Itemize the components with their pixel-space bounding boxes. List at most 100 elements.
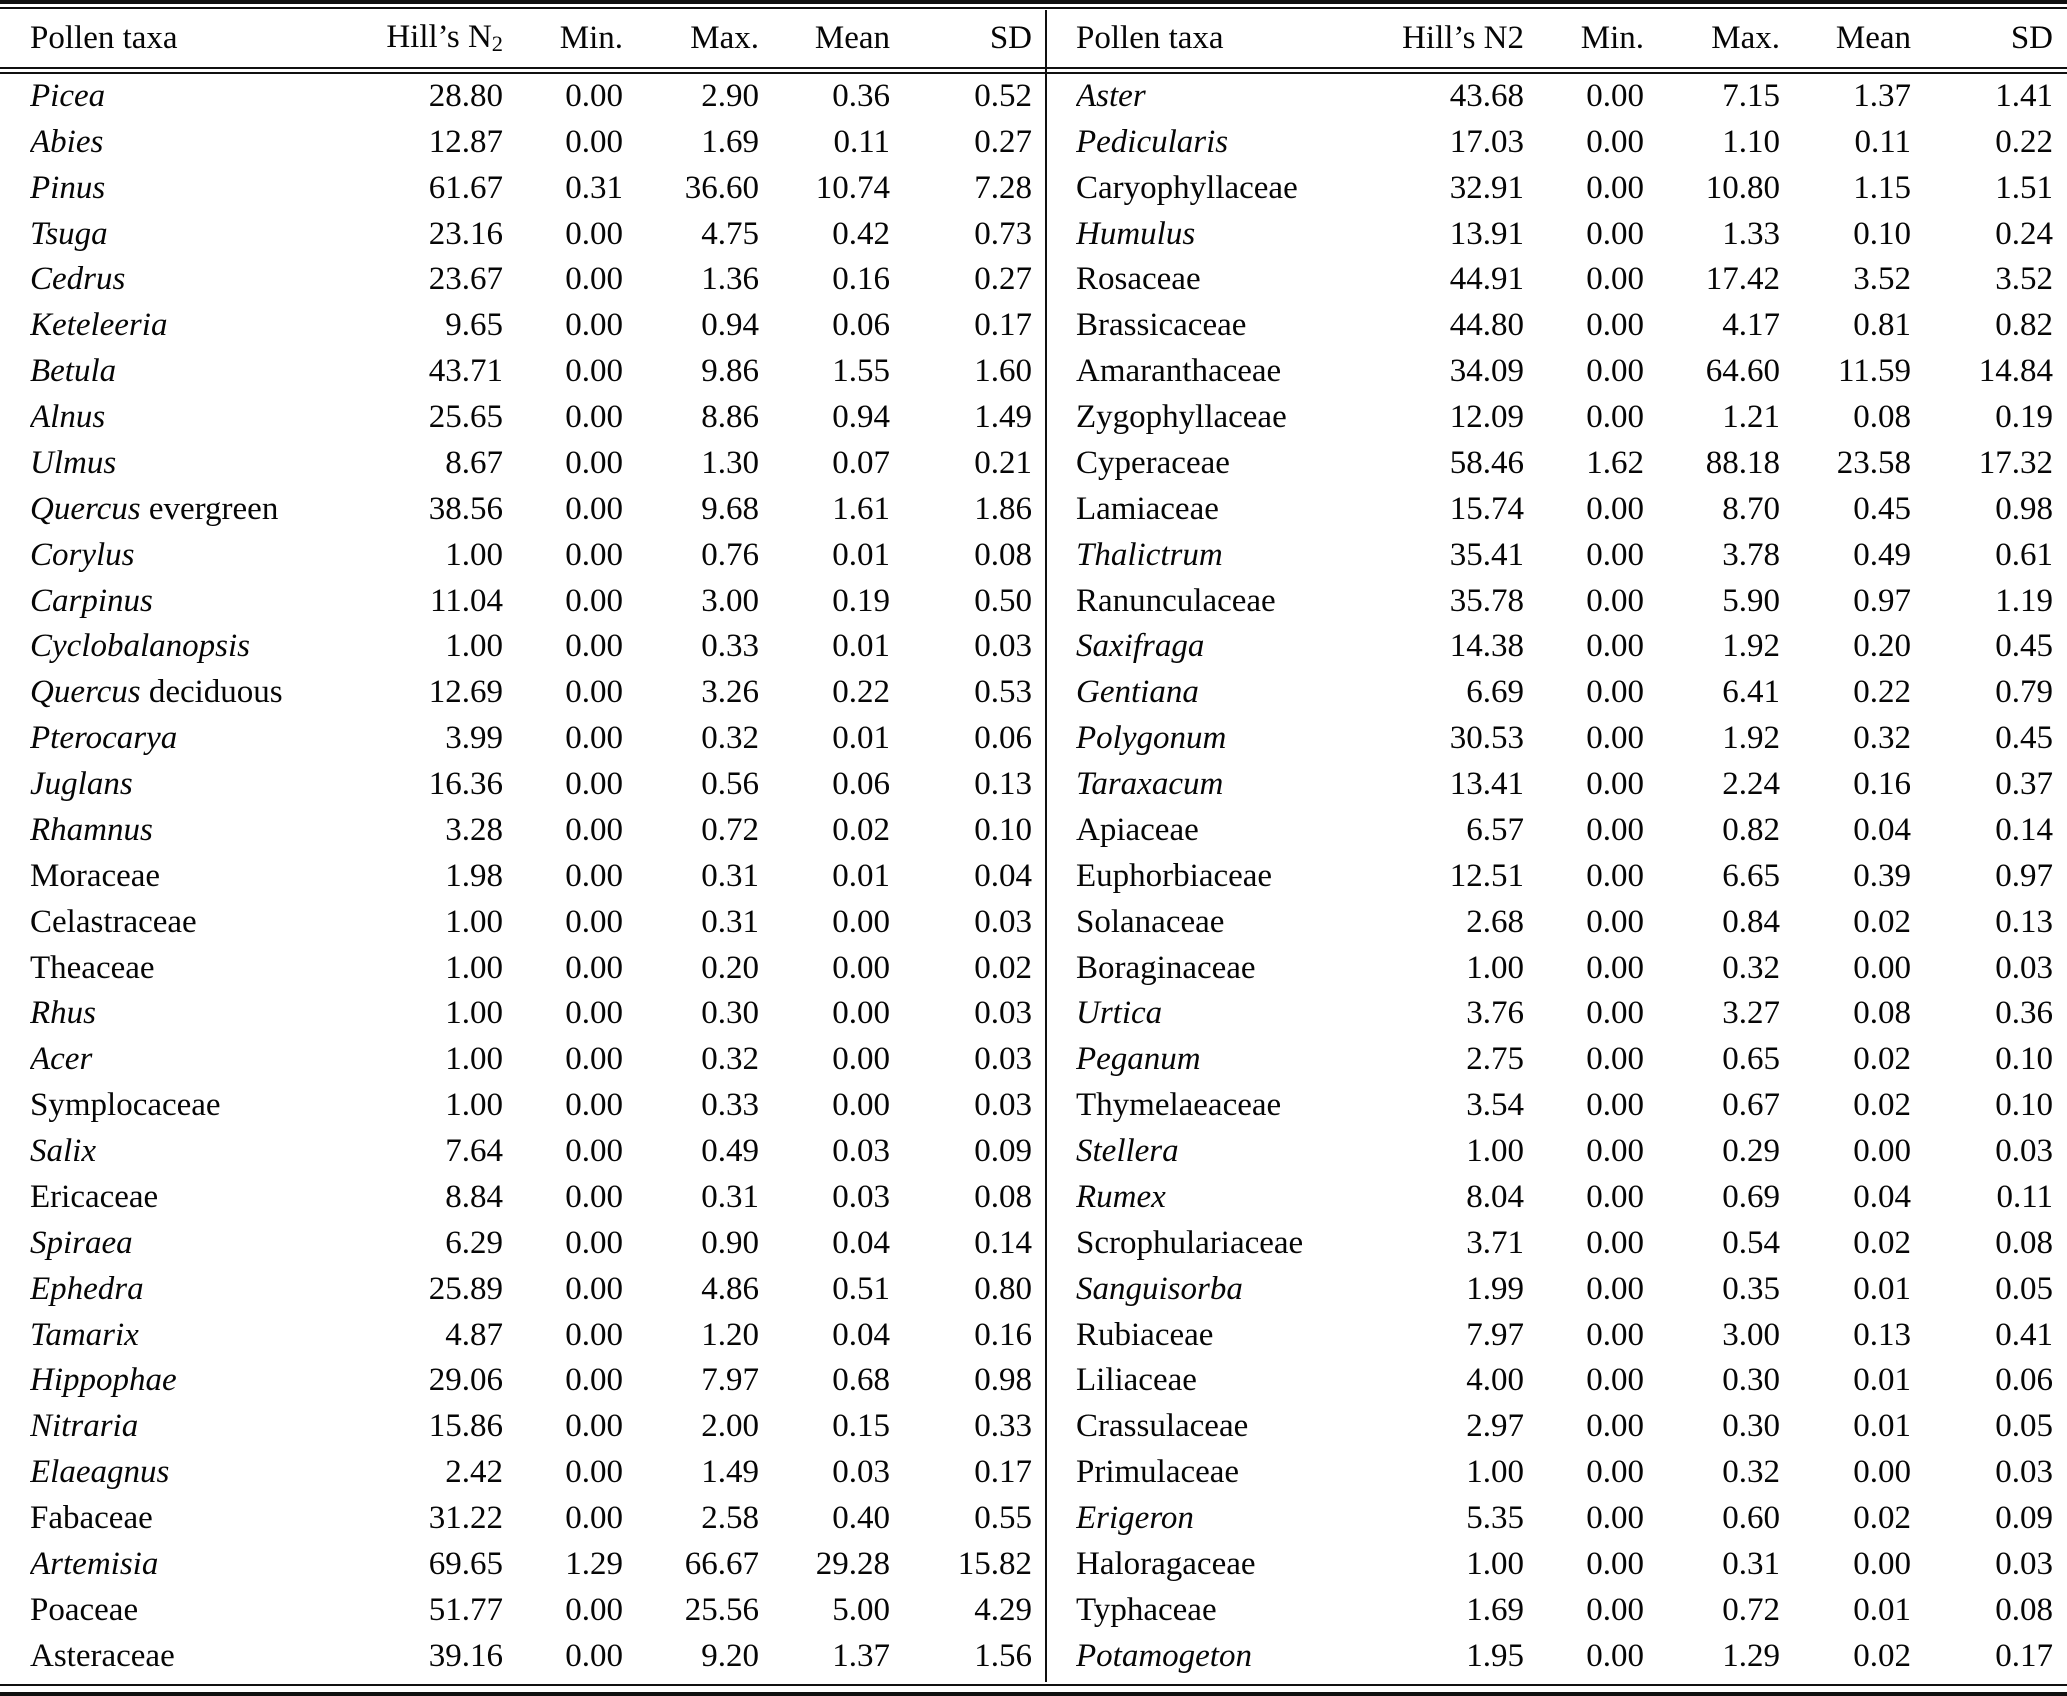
sd-value: 0.03 xyxy=(974,903,1032,940)
min-value: 0.00 xyxy=(565,307,623,344)
hills-n2-value: 13.41 xyxy=(1449,766,1524,803)
max-value: 9.20 xyxy=(701,1637,759,1674)
table-row: Pterocarya 3.99 0.00 0.32 0.01 0.06 xyxy=(0,716,1046,762)
sd-value: 0.37 xyxy=(1995,766,2053,803)
min-value: 0.00 xyxy=(1586,536,1644,573)
mean-value: 0.16 xyxy=(1853,766,1911,803)
max-value: 0.30 xyxy=(1722,1408,1780,1445)
taxon-name: Ulmus xyxy=(30,445,353,482)
table-row: Quercus evergreen 38.56 0.00 9.68 1.61 1… xyxy=(0,486,1046,532)
table-row: Symplocaceae 1.00 0.00 0.33 0.00 0.03 xyxy=(0,1083,1046,1129)
max-value: 6.65 xyxy=(1722,857,1780,894)
hills-n2-value: 3.54 xyxy=(1466,1087,1524,1124)
taxon-name: Saxifraga xyxy=(1076,628,1374,665)
max-value: 6.41 xyxy=(1722,674,1780,711)
mean-value: 0.97 xyxy=(1853,582,1911,619)
hills-n2-value: 1.98 xyxy=(445,857,503,894)
sd-value: 0.03 xyxy=(974,1041,1032,1078)
table-row: Urtica 3.76 0.00 3.27 0.08 0.36 xyxy=(1046,991,2067,1037)
sd-value: 0.24 xyxy=(1995,215,2053,252)
taxon-name-italic: Abies xyxy=(30,123,104,160)
taxon-name-roman: Solanaceae xyxy=(1076,903,1225,940)
hills-n2-value: 6.57 xyxy=(1466,811,1524,848)
sd-value: 0.10 xyxy=(1995,1041,2053,1078)
mean-value: 0.08 xyxy=(1853,399,1911,436)
taxon-name: Cedrus xyxy=(30,261,353,298)
taxon-name-italic: Quercus xyxy=(30,674,141,711)
mean-value: 0.49 xyxy=(1853,536,1911,573)
taxon-name: Brassicaceae xyxy=(1076,307,1374,344)
mean-value: 1.55 xyxy=(832,353,890,390)
max-value: 0.60 xyxy=(1722,1500,1780,1537)
max-value: 0.32 xyxy=(701,1041,759,1078)
taxon-name: Juglans xyxy=(30,766,353,803)
sd-value: 0.04 xyxy=(974,857,1032,894)
max-value: 3.78 xyxy=(1722,536,1780,573)
taxon-name-italic: Acer xyxy=(30,1041,93,1078)
taxon-name-roman: Asteraceae xyxy=(30,1637,175,1674)
table-row: Primulaceae 1.00 0.00 0.32 0.00 0.03 xyxy=(1046,1450,2067,1496)
taxon-name-roman: Typhaceae xyxy=(1076,1591,1217,1628)
hills-n2-value: 9.65 xyxy=(445,307,503,344)
table-row: Rhamnus 3.28 0.00 0.72 0.02 0.10 xyxy=(0,808,1046,854)
max-value: 1.21 xyxy=(1722,399,1780,436)
taxon-name-roman: Liliaceae xyxy=(1076,1362,1197,1399)
min-value: 0.00 xyxy=(565,1087,623,1124)
table-row: Sanguisorba 1.99 0.00 0.35 0.01 0.05 xyxy=(1046,1266,2067,1312)
taxon-name: Rhamnus xyxy=(30,812,353,849)
max-value: 0.30 xyxy=(701,995,759,1032)
hills-n2-value: 25.65 xyxy=(428,399,503,436)
sd-value: 0.03 xyxy=(1995,1454,2053,1491)
mean-value: 23.58 xyxy=(1836,444,1911,481)
max-value: 0.82 xyxy=(1722,811,1780,848)
sd-value: 3.52 xyxy=(1995,261,2053,298)
mean-value: 0.02 xyxy=(1853,1041,1911,1078)
table-row: Zygophyllaceae 12.09 0.00 1.21 0.08 0.19 xyxy=(1046,395,2067,441)
table-row: Quercus deciduous 12.69 0.00 3.26 0.22 0… xyxy=(0,670,1046,716)
header-max-left: Max. xyxy=(690,19,759,56)
hills-n2-value: 6.69 xyxy=(1466,674,1524,711)
table-row: Betula 43.71 0.00 9.86 1.55 1.60 xyxy=(0,349,1046,395)
table-row: Thymelaeaceae 3.54 0.00 0.67 0.02 0.10 xyxy=(1046,1083,2067,1129)
header-right: Pollen taxa Hill’s N2 Min. Max. Mean SD xyxy=(1046,9,2067,67)
mean-value: 0.02 xyxy=(1853,903,1911,940)
hills-n2-value: 39.16 xyxy=(428,1637,503,1674)
min-value: 0.00 xyxy=(565,1500,623,1537)
table-row: Ericaceae 8.84 0.00 0.31 0.03 0.08 xyxy=(0,1175,1046,1221)
sd-value: 0.21 xyxy=(974,444,1032,481)
mean-value: 0.01 xyxy=(1853,1362,1911,1399)
min-value: 0.00 xyxy=(565,399,623,436)
taxon-name-italic: Betula xyxy=(30,353,117,390)
sd-value: 0.22 xyxy=(1995,123,2053,160)
sd-value: 0.61 xyxy=(1995,536,2053,573)
min-value: 0.00 xyxy=(565,949,623,986)
mean-value: 0.04 xyxy=(1853,811,1911,848)
mean-value: 0.00 xyxy=(1853,1133,1911,1170)
min-value: 0.00 xyxy=(1586,582,1644,619)
max-value: 36.60 xyxy=(684,169,759,206)
min-value: 0.00 xyxy=(565,582,623,619)
sd-value: 17.32 xyxy=(1978,444,2053,481)
max-value: 3.00 xyxy=(701,582,759,619)
max-value: 25.56 xyxy=(684,1591,759,1628)
sd-value: 0.16 xyxy=(974,1316,1032,1353)
table-row: Theaceae 1.00 0.00 0.20 0.00 0.02 xyxy=(0,945,1046,991)
hills-n2-value: 32.91 xyxy=(1449,169,1524,206)
taxon-name-roman: Ranunculaceae xyxy=(1076,582,1276,619)
taxon-name-italic: Salix xyxy=(30,1133,96,1170)
sd-value: 0.45 xyxy=(1995,628,2053,665)
sd-value: 0.08 xyxy=(1995,1224,2053,1261)
table-row: Nitraria 15.86 0.00 2.00 0.15 0.33 xyxy=(0,1404,1046,1450)
min-value: 0.00 xyxy=(565,536,623,573)
mean-value: 0.00 xyxy=(832,1041,890,1078)
sd-value: 0.10 xyxy=(1995,1087,2053,1124)
table-row: Salix 7.64 0.00 0.49 0.03 0.09 xyxy=(0,1129,1046,1175)
sd-value: 0.52 xyxy=(974,77,1032,114)
table-row: Tsuga 23.16 0.00 4.75 0.42 0.73 xyxy=(0,211,1046,257)
sd-value: 0.09 xyxy=(1995,1500,2053,1537)
mean-value: 0.01 xyxy=(1853,1591,1911,1628)
min-value: 0.00 xyxy=(1586,1545,1644,1582)
max-value: 0.94 xyxy=(701,307,759,344)
hills-n2-value: 30.53 xyxy=(1449,720,1524,757)
sd-value: 0.03 xyxy=(1995,1133,2053,1170)
